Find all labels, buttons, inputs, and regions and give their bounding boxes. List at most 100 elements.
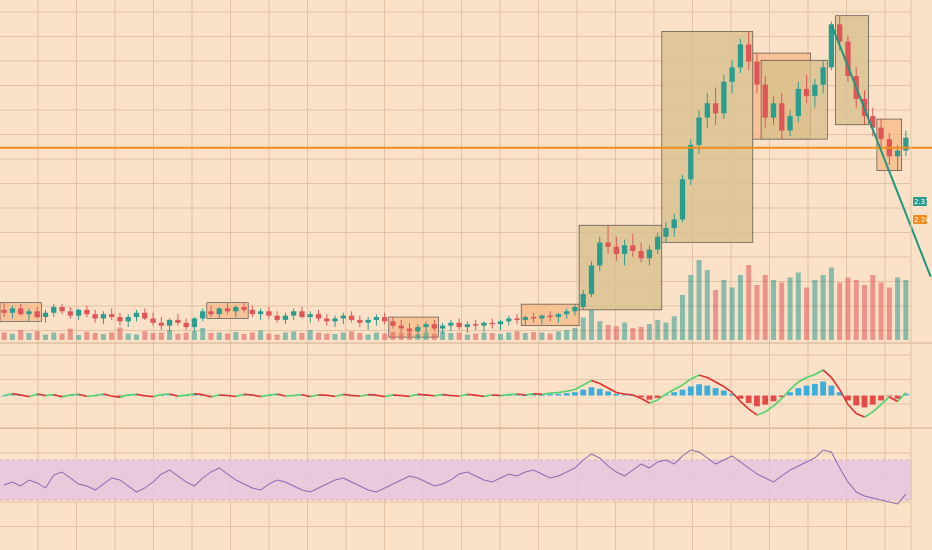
candle-body [415,327,421,332]
oscillator-histogram-bar [902,393,909,396]
volume-bar [448,333,454,340]
oscillator-line-segment [864,411,874,418]
volume-bar [597,321,603,340]
trendline[interactable] [830,23,932,278]
volume-bar [109,332,115,340]
candle-body [84,309,90,315]
oscillator-line-segment [119,394,129,399]
candle-body [663,228,669,237]
volume-bar [158,332,164,340]
volume-bar [498,334,503,340]
candle-body [382,317,388,322]
oscillator-line-segment [351,394,360,397]
oscillator-histogram-bar [729,393,736,396]
oscillator-line-segment [591,379,601,385]
oscillator-histogram-bar [274,394,281,396]
oscillator-line-segment [516,393,526,396]
oscillator-histogram-bar [613,393,620,396]
volume-bar [225,333,230,340]
oscillator-line-segment [136,393,145,397]
candle-body [200,311,206,319]
oscillator-histogram-bar [133,394,140,396]
candle-body [398,325,404,329]
candle-body [845,41,851,76]
oscillator-line-segment [483,394,493,398]
oscillator-line-segment [359,393,369,397]
candle-body [803,88,810,97]
candle-body [506,318,512,322]
volume-bar [249,332,255,340]
candle-body [779,103,785,131]
candle-body [630,245,636,252]
volume-bar [92,333,98,340]
candle-body [324,318,330,322]
oscillator-line-segment [144,395,154,398]
oscillator-line-segment [326,394,336,398]
rsi-panel [0,449,912,505]
price-levels[interactable] [0,23,932,278]
volume-bar [191,331,197,340]
volume-bar [754,285,760,340]
oscillator-line-segment [847,403,857,415]
candle-body [191,318,198,328]
volume-bar [737,275,743,340]
volume-bar [241,334,247,340]
oscillator-histogram-bar [9,394,16,396]
candle-body [671,219,677,229]
oscillator-line-segment [202,393,212,398]
oscillator-histogram-bar [34,394,41,396]
oscillator-line-segment [243,393,253,396]
oscillator-line-segment [616,391,625,395]
oscillator-histogram-bar [505,395,512,396]
oscillator-histogram-bar [605,391,611,396]
candle-body [597,242,603,266]
candle-body [448,322,454,326]
candle-body [299,311,305,318]
volume-bar [713,290,719,340]
candle-body [746,44,752,62]
volume-bar [746,265,752,340]
oscillator-line-segment [541,392,551,396]
volume-bar [837,282,843,340]
oscillator-line-segment [690,374,700,380]
volume-bar [464,334,470,340]
oscillator-line-segment [260,394,270,398]
volume-bar [853,280,859,340]
volume-bar [43,334,48,340]
candle-body [514,318,520,320]
volume-bar [142,331,148,340]
oscillator-line-segment [640,397,650,404]
candle-body [688,144,694,180]
candle-body [737,44,744,68]
volume-bar [67,328,73,340]
volume-bar [779,282,785,340]
volume-bar [671,316,677,340]
candle-body [274,315,280,320]
oscillator-line-segment [632,394,642,400]
candle-body [67,311,73,316]
oscillator-histogram-bar [497,395,504,397]
oscillator-line-segment [268,393,278,396]
volume-bar [828,267,834,340]
candle-body [241,307,247,310]
oscillator-histogram-bar [572,392,578,396]
candle-body [754,61,760,85]
oscillator-line-segment [152,393,162,398]
candle-body [42,312,49,318]
candle-body [249,309,255,315]
volume-bar [845,277,851,340]
candle-body [291,311,297,316]
volume-bar [349,331,355,340]
oscillator-line-segment [384,394,394,398]
volume-bar [522,333,528,340]
oscillator-line-segment [467,393,476,396]
oscillator-histogram-bar [894,395,901,399]
oscillator-line-segment [574,384,584,391]
range-zone-box [388,316,439,338]
oscillator-line-segment [368,393,377,396]
oscillator-line-segment [525,392,534,396]
volume-bar [721,280,727,340]
oscillator-line-segment [450,394,460,397]
oscillator-histogram-bar [514,394,520,396]
